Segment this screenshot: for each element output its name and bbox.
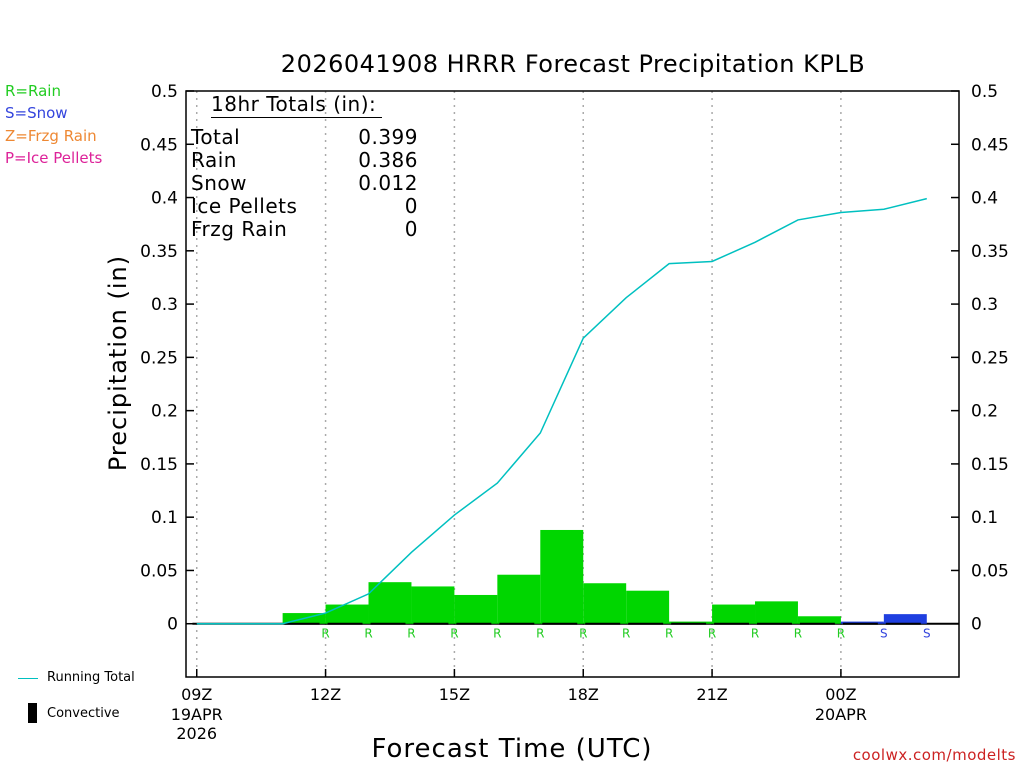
precip-bar <box>669 621 713 624</box>
y-tick-label-left: 0.45 <box>140 135 178 155</box>
y-tick-label-left: 0 <box>167 615 178 635</box>
precip-bar <box>454 594 498 624</box>
convective-legend-swatch <box>28 703 37 723</box>
precip-bar <box>797 616 841 624</box>
y-tick-label-left: 0.3 <box>151 295 178 315</box>
totals-label-total: Total <box>191 125 241 149</box>
y-tick-label-left: 0.35 <box>140 242 178 262</box>
running-total-line <box>196 197 927 625</box>
running-total-legend-line <box>18 678 38 679</box>
chart-title: 2026041908 HRRR Forecast Precipitation K… <box>280 50 866 78</box>
precip-type-label: R <box>579 627 587 641</box>
precip-type-label: R <box>751 627 759 641</box>
precip-type-label: R <box>407 627 415 641</box>
precip-type-label: R <box>794 627 802 641</box>
precip-bar <box>325 604 369 624</box>
x-tick-date-label: 20APR <box>815 705 867 724</box>
y-tick-label-right: 0.15 <box>971 455 1009 475</box>
x-tick-label: 18Z <box>568 685 599 704</box>
x-tick-label: 09Z <box>181 685 212 704</box>
totals-value-total: 0.399 <box>358 125 418 149</box>
y-tick-label-right: 0.5 <box>971 82 998 102</box>
precip-type-label: R <box>536 627 544 641</box>
convective-legend-label: Convective <box>47 706 120 721</box>
y-tick-label-right: 0.4 <box>971 189 998 209</box>
precip-bar <box>840 621 884 624</box>
running-total-legend-label: Running Total <box>47 670 135 685</box>
totals-label-rain: Rain <box>191 148 237 172</box>
totals-value-ice-pellets: 0 <box>404 194 418 218</box>
y-tick-label-right: 0.45 <box>971 135 1009 155</box>
precip-type-label: R <box>622 627 630 641</box>
x-tick-label: 12Z <box>310 685 341 704</box>
x-tick-date-label: 19APR <box>171 705 223 724</box>
precip-bar <box>497 574 541 624</box>
precip-type-label: R <box>837 627 845 641</box>
y-tick-label-left: 0.4 <box>151 189 178 209</box>
y-tick-label-left: 0.25 <box>140 348 178 368</box>
y-tick-label-right: 0.2 <box>971 402 998 422</box>
y-tick-label-left: 0.5 <box>151 82 178 102</box>
y-tick-label-right: 0 <box>971 615 982 635</box>
x-tick-label: 15Z <box>439 685 470 704</box>
x-tick-date-label: 2026 <box>176 724 217 743</box>
precip-type-label: S <box>923 627 931 641</box>
totals-value-rain: 0.386 <box>358 148 418 172</box>
precip-bar <box>540 529 584 624</box>
legend-frzg-rain: Z=Frzg Rain <box>5 127 97 145</box>
legend-snow: S=Snow <box>5 104 68 122</box>
totals-value-snow: 0.012 <box>358 171 418 195</box>
y-tick-label-right: 0.1 <box>971 508 998 528</box>
precip-bar <box>583 583 627 624</box>
x-tick-label: 21Z <box>696 685 727 704</box>
precip-bar <box>411 586 455 624</box>
legend-rain: R=Rain <box>5 82 61 100</box>
y-tick-label-left: 0.2 <box>151 402 178 422</box>
precip-type-label: R <box>364 627 372 641</box>
precip-bar <box>883 614 927 624</box>
y-tick-label-right: 0.3 <box>971 295 998 315</box>
y-tick-label-left: 0.15 <box>140 455 178 475</box>
precip-type-label: R <box>493 627 501 641</box>
precip-type-label: R <box>321 627 329 641</box>
totals-value-frzg-rain: 0 <box>404 217 418 241</box>
precip-bar <box>626 590 670 624</box>
totals-label-snow: Snow <box>191 171 247 195</box>
precip-type-label: R <box>708 627 716 641</box>
y-tick-label-right: 0.25 <box>971 348 1009 368</box>
plot-frame <box>185 90 960 678</box>
x-axis-label: Forecast Time (UTC) <box>371 734 653 764</box>
credit-link[interactable]: coolwx.com/modelts <box>852 746 1016 764</box>
precip-bar <box>755 601 798 624</box>
precip-bar <box>368 582 412 624</box>
precip-type-label: R <box>450 627 458 641</box>
totals-label-ice-pellets: Ice Pellets <box>191 194 298 218</box>
y-axis-label: Precipitation (in) <box>104 254 132 472</box>
precip-type-label: R <box>665 627 673 641</box>
y-tick-label-left: 0.05 <box>140 561 178 581</box>
totals-header: 18hr Totals (in): <box>211 92 383 118</box>
y-tick-label-right: 0.05 <box>971 561 1009 581</box>
legend-ice-pellets: P=Ice Pellets <box>5 149 103 167</box>
precip-type-label: S <box>880 627 888 641</box>
x-tick-label: 00Z <box>825 685 856 704</box>
y-tick-label-right: 0.35 <box>971 242 1009 262</box>
totals-label-frzg-rain: Frzg Rain <box>191 217 288 241</box>
y-tick-label-left: 0.1 <box>151 508 178 528</box>
precip-bar <box>712 604 756 624</box>
